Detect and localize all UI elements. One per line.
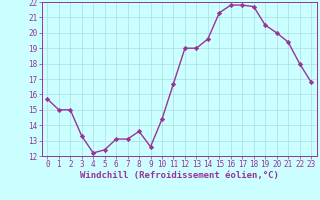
X-axis label: Windchill (Refroidissement éolien,°C): Windchill (Refroidissement éolien,°C) xyxy=(80,171,279,180)
